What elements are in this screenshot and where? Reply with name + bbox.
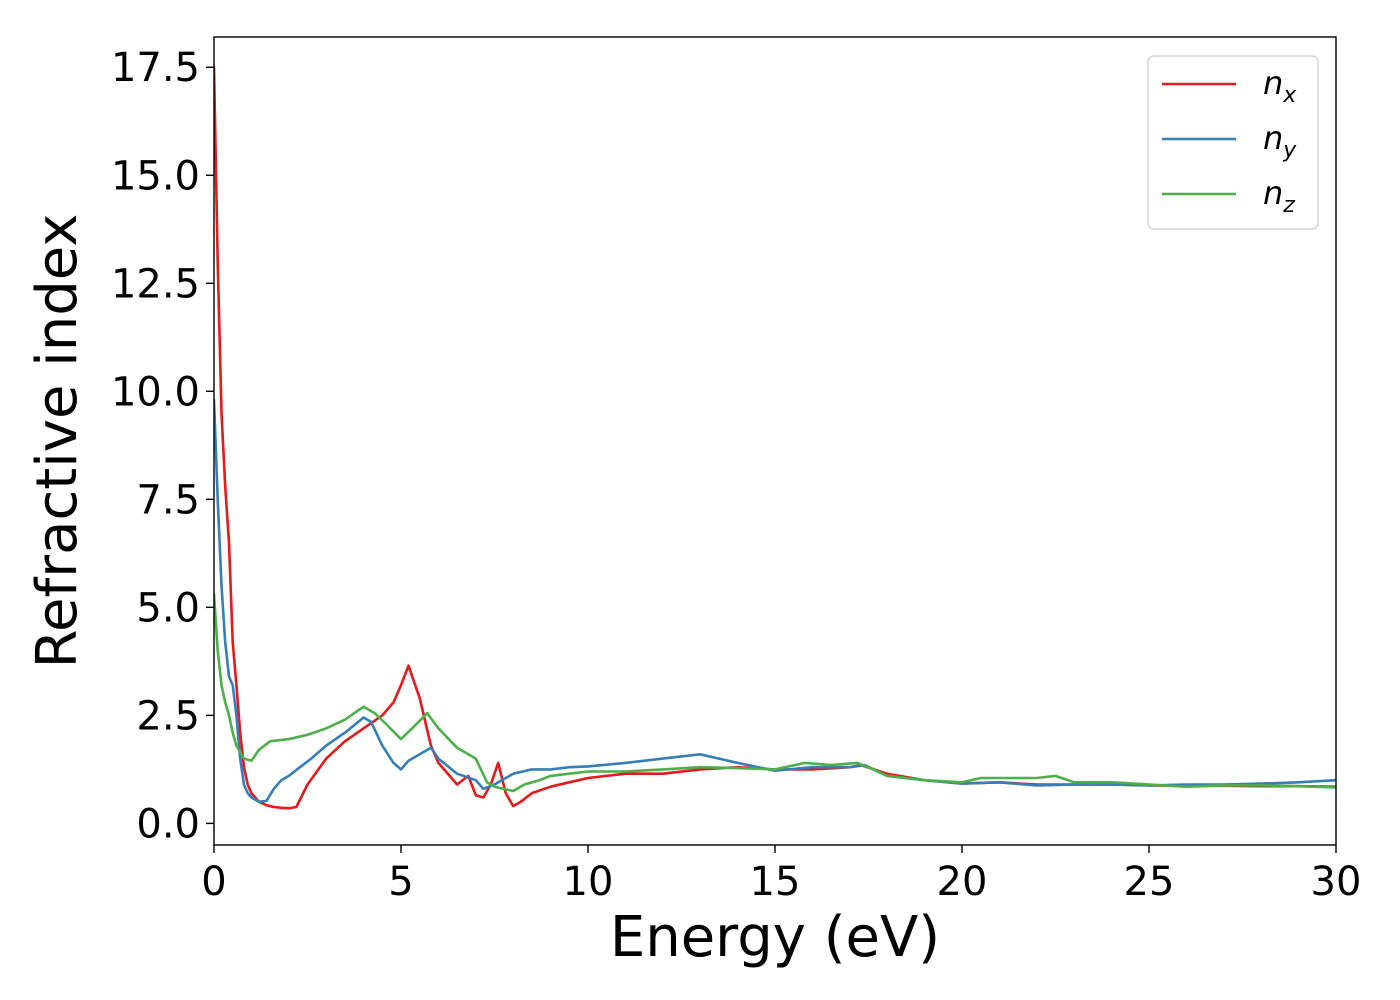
x-tick-label: 0 <box>201 859 226 905</box>
legend-box <box>1147 55 1319 230</box>
x-tick-label: 15 <box>750 859 801 905</box>
x-tick-label: 20 <box>937 859 988 905</box>
series-line-n_z <box>214 593 1336 793</box>
y-tick-label: 5.0 <box>136 585 200 631</box>
y-tick-label: 10.0 <box>111 369 200 415</box>
x-tick-label: 25 <box>1124 859 1175 905</box>
y-tick-label: 15.0 <box>111 153 200 199</box>
y-axis-label: Refractive index <box>25 214 90 669</box>
legend-label-n_z: nz <box>1263 174 1295 218</box>
y-axis-ticks: 0.0 2.5 5.0 7.5 10.0 12.5 15.0 17.5 <box>111 45 214 847</box>
x-tick-label: 5 <box>388 859 413 905</box>
y-tick-label: 0.0 <box>136 801 200 847</box>
legend: nx ny nz <box>1147 55 1319 230</box>
y-tick-label: 2.5 <box>136 693 200 739</box>
x-tick-label: 10 <box>563 859 614 905</box>
y-tick-label: 17.5 <box>111 45 200 91</box>
x-axis-ticks: 0 5 10 15 20 25 30 <box>201 845 1361 905</box>
legend-label-n_x: nx <box>1263 64 1297 108</box>
y-tick-label: 12.5 <box>111 261 200 307</box>
x-tick-label: 30 <box>1311 859 1362 905</box>
y-tick-label: 7.5 <box>136 477 200 523</box>
legend-label-n_y: ny <box>1263 119 1297 163</box>
x-axis-label: Energy (eV) <box>610 905 940 970</box>
series-layer <box>214 65 1336 810</box>
series-line-n_y <box>214 398 1336 804</box>
plot-area <box>213 36 1337 846</box>
